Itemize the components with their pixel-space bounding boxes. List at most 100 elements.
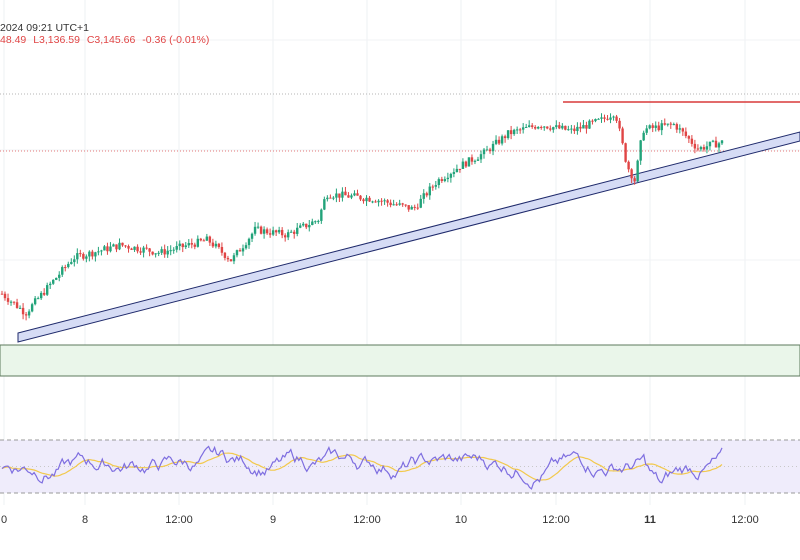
trend-channel[interactable]	[17, 131, 800, 343]
candle-body	[509, 130, 513, 135]
candle-body	[666, 123, 669, 125]
candle-body	[106, 246, 109, 252]
candle-body	[151, 251, 154, 255]
candle-body	[154, 253, 157, 255]
candle-body	[413, 206, 416, 208]
candle-body	[449, 173, 453, 178]
candle-body	[612, 116, 615, 118]
candle-body	[702, 147, 706, 150]
candle-body	[211, 242, 215, 247]
candle-body	[512, 129, 516, 135]
candle-body	[308, 225, 311, 228]
candle-body	[181, 243, 184, 248]
candle-body	[636, 160, 639, 182]
candle-body	[540, 126, 543, 128]
candle-body	[55, 277, 58, 280]
legend-change: -0.36 (-0.01%)	[142, 34, 210, 46]
candle-body	[271, 230, 275, 235]
candle-body	[431, 186, 434, 188]
candle-body	[654, 125, 657, 128]
candle-body	[377, 200, 380, 203]
candle-body	[205, 236, 209, 241]
candle-body	[305, 223, 308, 228]
candle-body	[169, 250, 172, 252]
candle-body	[476, 159, 480, 161]
candle-body	[202, 240, 206, 242]
candle-body	[555, 125, 558, 128]
candle-body	[359, 195, 362, 200]
candle-body	[148, 248, 151, 252]
candle-body	[687, 136, 691, 139]
candle-body	[45, 285, 49, 295]
candle-body	[440, 179, 444, 182]
candle-body	[277, 229, 281, 233]
candle-body	[15, 302, 19, 308]
candle-body	[118, 242, 121, 250]
candle-body	[362, 199, 365, 202]
candle-body	[73, 259, 76, 263]
candle-body	[100, 250, 103, 252]
legend-low: L3,136.59	[33, 34, 80, 46]
candle-body	[353, 193, 356, 196]
candle-body	[338, 193, 341, 198]
candle-body	[639, 140, 642, 161]
candle-body	[356, 193, 359, 196]
candle-body	[699, 147, 703, 150]
candle-body	[395, 204, 398, 206]
candle-body	[190, 243, 193, 245]
candle-body	[552, 127, 555, 130]
candle-body	[633, 178, 636, 182]
candle-body	[61, 267, 64, 275]
candle-body	[24, 314, 28, 316]
candle-body	[609, 117, 612, 120]
candle-body	[717, 143, 721, 148]
candle-body	[265, 229, 269, 234]
candle-body	[386, 200, 389, 203]
candle-body	[684, 131, 688, 137]
candle-body	[524, 126, 528, 128]
candle-body	[9, 301, 13, 303]
candle-body	[651, 125, 654, 128]
candle-body	[232, 255, 236, 262]
legend-close: C3,145.66	[86, 34, 136, 46]
candle-body	[317, 220, 320, 222]
candle-body	[226, 257, 230, 260]
candle-body	[416, 207, 419, 209]
candle-body	[365, 197, 368, 202]
candle-body	[500, 136, 504, 144]
candle-body	[33, 298, 37, 305]
candle-body	[79, 253, 82, 255]
candle-body	[82, 253, 85, 259]
candle-body	[422, 193, 425, 199]
candle-body	[238, 250, 242, 252]
candle-body	[443, 179, 447, 182]
candle-body	[196, 238, 200, 247]
candle-body	[52, 279, 55, 284]
legend-timestamp: 2024 09:21 UTC+1	[0, 22, 90, 34]
candle-body	[621, 128, 624, 144]
candle-body	[398, 203, 401, 205]
candle-body	[696, 148, 700, 150]
candle-body	[67, 263, 70, 268]
candle-body	[256, 226, 260, 228]
candle-body	[711, 140, 715, 142]
candle-body	[518, 129, 522, 131]
candle-body	[582, 125, 585, 129]
candle-body	[184, 245, 187, 248]
candle-body	[39, 292, 43, 299]
candle-body	[314, 221, 317, 223]
candle-body	[675, 124, 679, 130]
candle-body	[455, 168, 459, 173]
candle-body	[464, 161, 468, 167]
candle-body	[606, 118, 609, 120]
candle-body	[473, 160, 477, 162]
candle-body	[374, 201, 377, 203]
candle-body	[392, 204, 395, 206]
candle-body	[446, 177, 450, 180]
candle-body	[283, 235, 287, 238]
candle-body	[558, 125, 561, 129]
x-axis: 0 8 12:00 9 12:00 10 12:00 11 12:00	[0, 514, 800, 534]
candle-body	[112, 244, 115, 247]
